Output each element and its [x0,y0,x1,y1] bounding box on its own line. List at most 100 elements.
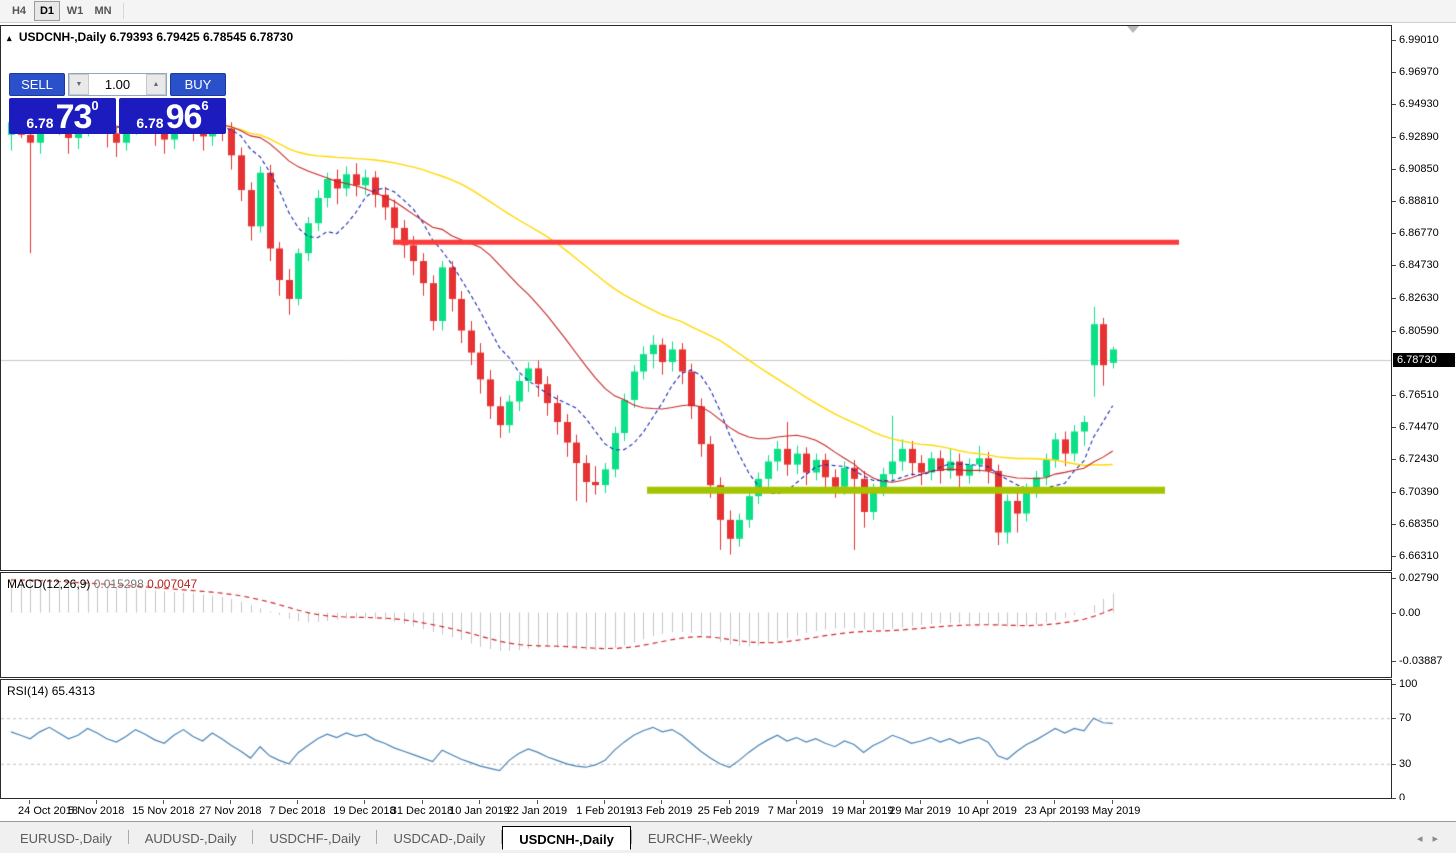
date-label: 27 Nov 2018 [199,805,262,817]
tab-audusd-daily[interactable]: AUDUSD-,Daily [144,830,237,846]
ask-price-prefix: 6.78 [136,115,164,131]
tab-separator [252,830,254,844]
macd-tick-label-tick [1392,612,1396,614]
price-tick-label: 6.94930 [1399,98,1439,111]
price-tick-label-tick [1392,265,1396,267]
date-label: 1 Feb 2019 [576,805,632,817]
date-tick [163,800,165,804]
macd-main-value: 0.015298 [93,577,144,591]
price-tick-label-tick [1392,233,1396,235]
price-tick-label: 6.66310 [1399,550,1439,562]
rsi-tick-label: 70 [1399,712,1412,725]
tab-separator [376,830,378,844]
tab-eurchf-weekly[interactable]: EURCHF-,Weekly [647,830,753,846]
price-tick-label-tick [1392,168,1396,170]
rsi-tick-label-tick [1392,718,1396,720]
macd-tick-label-tick [1392,661,1396,663]
date-tick [230,800,232,804]
date-label: 29 Mar 2019 [889,805,951,817]
volume-input[interactable] [89,74,146,95]
tab-usdcnh-daily[interactable]: USDCNH-,Daily [502,826,631,850]
bid-price-pipette: 0 [91,98,99,113]
date-label: 3 May 2019 [1082,805,1141,817]
price-tick-label-tick [1392,459,1396,461]
volume-increase-button[interactable]: ▲ [146,74,166,95]
price-chart-canvas[interactable] [1,26,1391,570]
rsi-canvas[interactable] [1,680,1391,798]
ask-price-display[interactable]: 6.78 96 6 [119,98,226,134]
price-tick-label-tick [1392,72,1396,74]
date-label: 13 Feb 2019 [630,805,693,817]
price-tick-label-tick [1392,136,1396,138]
chart-shift-marker-icon[interactable] [1127,26,1139,33]
date-tick [603,800,605,804]
date-label: 15 Nov 2018 [132,805,195,817]
tab-scroll-left-icon[interactable]: ◂ [1416,833,1433,845]
volume-decrease-button[interactable]: ▼ [69,74,89,95]
date-tick [297,800,299,804]
price-tick-label-tick [1392,104,1396,106]
buy-button[interactable]: BUY [170,73,226,96]
tab-usdcad-daily[interactable]: USDCAD-,Daily [393,830,486,846]
price-tick-label: 6.84730 [1399,259,1439,272]
price-chart-panel: ▴ USDCNH-,Daily 6.79393 6.79425 6.78545 … [0,25,1392,571]
date-label: 23 Apr 2019 [1024,805,1084,817]
timeframe-h4-button[interactable]: H4 [11,5,27,17]
date-label: 7 Mar 2019 [767,805,824,817]
timeframe-w1-button[interactable]: W1 [66,5,84,17]
date-label: 7 Dec 2018 [269,805,326,817]
tab-separator [501,830,503,844]
tab-usdchf-daily[interactable]: USDCHF-,Daily [269,830,361,846]
tab-scroll-right-icon[interactable]: ▸ [1432,833,1448,845]
rsi-tick-label: 0 [1399,792,1406,804]
price-tick-label: 6.92890 [1399,130,1439,143]
rsi-value: 65.4313 [51,684,96,698]
price-tick-label: 6.99010 [1399,33,1439,46]
price-tick-label: 6.96970 [1399,66,1439,79]
collapse-chart-icon[interactable]: ▴ [7,33,12,43]
tab-separator [127,830,129,844]
date-axis[interactable]: 24 Oct 2018 5 Nov 2018 15 Nov 2018 27 Nov 2… [0,800,1456,821]
timeframe-d1-button[interactable]: D1 [34,1,60,21]
symbol-tab-bar: EURUSD-,Daily AUDUSD-,Daily USDCHF-,Daily U… [0,826,1456,853]
ask-price-pipette: 6 [201,98,209,113]
ask-price-main: 96 [165,98,203,136]
date-tick [862,800,864,804]
bid-price-display[interactable]: 6.78 73 0 [9,98,116,134]
rsi-label: RSI(14) 65.4313 [7,684,95,698]
timeframe-mn-button[interactable]: MN [94,5,112,17]
bar-high-value: 6.79425 [156,30,200,44]
price-tick-label-tick [1392,330,1396,332]
bar-low-value: 6.78545 [203,30,247,44]
date-tick [364,800,366,804]
price-tick-label: 6.68350 [1399,517,1439,530]
bar-open-value: 6.79393 [109,30,153,44]
macd-axis: 0.02790 0.00 -0.03887 [1392,572,1456,678]
rsi-tick-label-tick [1392,684,1396,685]
date-tick [1111,800,1113,804]
date-tick [536,800,538,804]
price-tick-label: 6.80590 [1399,324,1439,337]
bar-close-value: 6.78730 [249,30,294,44]
rsi-tick-label-tick [1392,763,1396,765]
tab-eurusd-daily[interactable]: EURUSD-,Daily [20,830,112,846]
date-tick [1054,800,1056,804]
price-axis: 6.78730 6.99010 6.96970 6.94930 6.92890 6.90… [1392,25,1456,571]
tabbar-separator [0,821,1456,827]
price-tick-label-tick [1392,395,1396,397]
sell-button[interactable]: SELL [9,73,65,96]
tab-separator [630,830,632,844]
date-label: 24 Oct 2018 [18,805,78,817]
tab-scroll-arrows[interactable]: ◂▸ [1417,832,1448,845]
date-tick [29,800,31,804]
date-tick [987,800,989,804]
macd-canvas[interactable] [1,573,1391,677]
toolbar-separator [123,3,124,19]
macd-tick-label: 0.00 [1399,606,1421,619]
macd-label: MACD(12,26,9) 0.015298 0.007047 [7,577,197,591]
date-label: 19 Dec 2018 [333,805,396,817]
macd-name: MACD(12,26,9) [7,577,91,591]
price-tick-label-tick [1392,523,1396,525]
date-tick [661,800,663,804]
